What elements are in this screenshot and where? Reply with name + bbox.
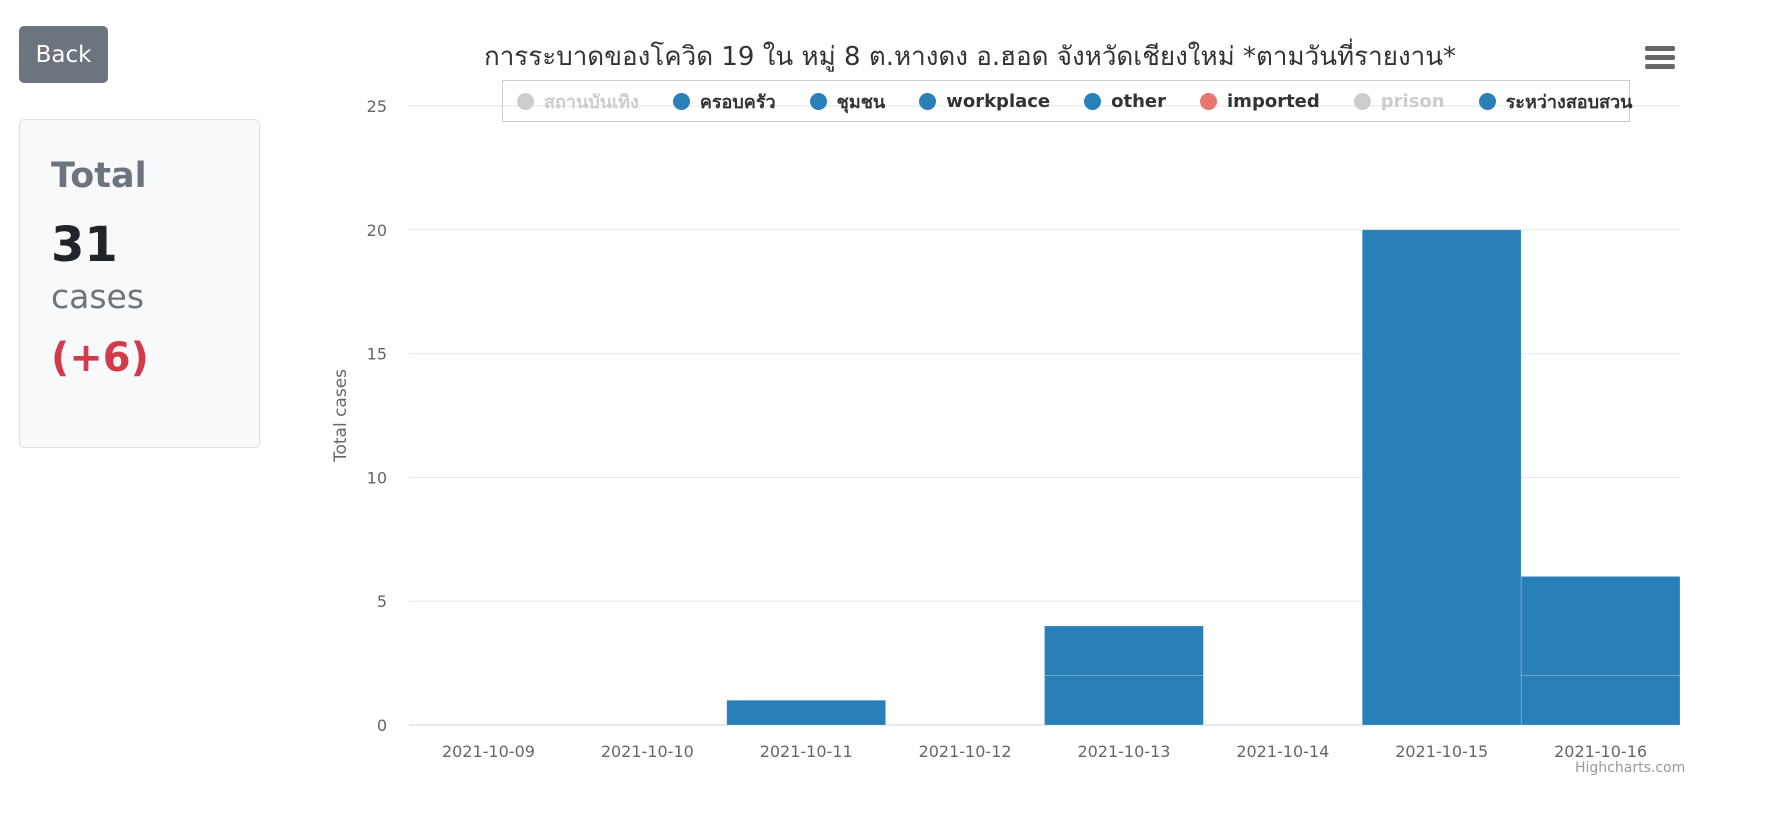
hamburger-menu-icon[interactable] xyxy=(1645,46,1675,70)
legend-label: prison xyxy=(1380,90,1445,112)
legend-marker-icon xyxy=(1353,92,1371,110)
chart-legend: สถานบันเทิง ครอบครัว ชุมชน workplace other im… xyxy=(502,80,1633,122)
x-tick-label: 2021-10-11 xyxy=(760,742,853,761)
legend-label: other xyxy=(1111,90,1167,112)
credits-link[interactable]: Highcharts.com xyxy=(1575,760,1686,776)
legend-label: ชุมชน xyxy=(836,91,886,113)
bar-segment xyxy=(1520,576,1681,676)
bar-segment xyxy=(1361,229,1522,726)
legend-item[interactable]: สถานบันเทิง xyxy=(517,87,639,116)
legend-marker-icon xyxy=(517,92,534,110)
x-tick-label: 2021-10-12 xyxy=(919,742,1012,761)
y-tick-label: 25 xyxy=(367,97,387,116)
x-tick-label: 2021-10-13 xyxy=(1077,742,1170,761)
y-axis-title: Total cases xyxy=(331,369,351,463)
legend-item[interactable]: ระหว่างสอบสวน xyxy=(1478,87,1633,116)
legend-marker-icon xyxy=(809,92,827,110)
y-tick-label: 20 xyxy=(367,221,387,240)
legend-label: สถานบันเทิง xyxy=(544,91,639,113)
x-tick-label: 2021-10-09 xyxy=(442,742,535,761)
y-tick-label: 5 xyxy=(377,592,387,611)
legend-label: ระหว่างสอบสวน xyxy=(1505,91,1633,113)
bar-segment xyxy=(1520,675,1681,726)
legend-marker-icon xyxy=(1084,92,1102,110)
bar-segment xyxy=(1044,675,1204,726)
total-cases-card: Total 31 cases (+6) xyxy=(19,119,260,448)
legend-item[interactable]: prison xyxy=(1353,90,1445,112)
y-tick-label: 0 xyxy=(377,716,387,735)
x-tick-label: 2021-10-15 xyxy=(1395,742,1488,761)
legend-marker-icon xyxy=(1478,92,1496,110)
x-tick-label: 2021-10-14 xyxy=(1236,742,1329,761)
back-button[interactable]: Back xyxy=(19,26,108,83)
legend-item[interactable]: workplace xyxy=(919,91,1050,112)
legend-item[interactable]: imported xyxy=(1200,91,1320,112)
legend-label: workplace xyxy=(946,90,1051,112)
legend-label: imported xyxy=(1227,90,1320,112)
total-delta: (+6) xyxy=(51,335,149,381)
legend-marker-icon xyxy=(672,92,690,110)
y-tick-label: 10 xyxy=(367,468,387,487)
total-count: 31 xyxy=(51,217,118,273)
legend-marker-icon xyxy=(919,92,937,110)
x-tick-label: 2021-10-16 xyxy=(1554,742,1647,761)
legend-item[interactable]: ครอบครัว xyxy=(672,87,776,116)
x-tick-label: 2021-10-10 xyxy=(601,742,694,761)
y-tick-label: 15 xyxy=(367,345,387,364)
legend-marker-icon xyxy=(1200,92,1218,110)
legend-item[interactable]: ชุมชน xyxy=(809,87,886,116)
legend-item[interactable]: other xyxy=(1084,91,1166,112)
bar-segment xyxy=(1044,625,1204,676)
bar-segment xyxy=(726,699,886,726)
total-label: Total xyxy=(51,156,147,196)
chart-title: การระบาดของโควิด 19 ใน หมู่ 8 ต.หางดง อ.… xyxy=(483,42,1457,72)
total-unit: cases xyxy=(51,277,145,316)
legend-label: ครอบครัว xyxy=(699,91,776,113)
